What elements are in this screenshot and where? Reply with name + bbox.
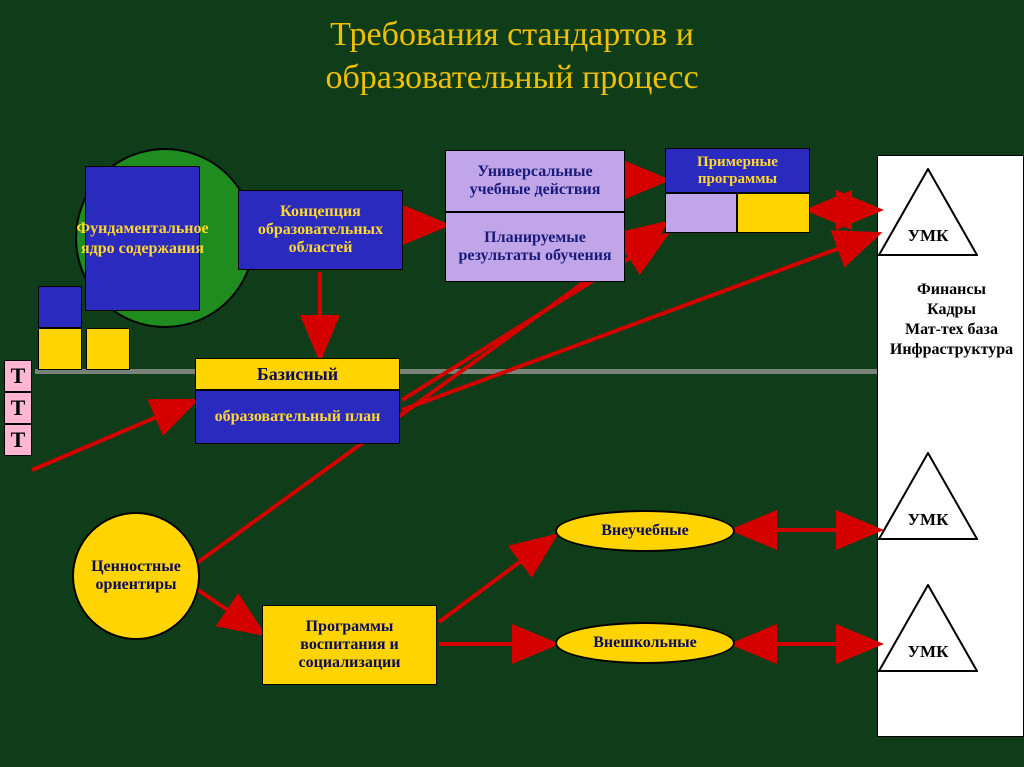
node-concept: Концепция образовательных областей [238,190,403,270]
node-extracurricular: Внеучебные [555,510,735,552]
node-values: Ценностные ориентиры [72,512,200,640]
node-ttt-1: Т [4,360,32,392]
node-core: Фундаментальное ядро содержания [85,166,200,311]
decor-yellow-2 [86,328,130,370]
triangle-umk-2: УМК [878,452,978,538]
decor-yellow-1 [38,328,82,370]
node-basis-bottom: образовательный план [195,390,400,444]
node-ttt-2: Т [4,392,32,424]
node-programs: Программы воспитания и социализации [262,605,437,685]
resources-text: Финансы Кадры Мат-тех база Инфраструктур… [879,280,1024,360]
node-outschool: Внешкольные [555,622,735,664]
node-universal: Универсальные учебные действия [445,150,625,212]
node-exemplary: Примерные программы [665,148,810,193]
node-ttt-3: Т [4,424,32,456]
triangle-umk-3: УМК [878,584,978,670]
node-basis-top: Базисный [195,358,400,390]
node-exemplary-yellow [737,193,810,233]
horizontal-divider [35,369,879,374]
page-title: Требования стандартов и образовательный … [0,14,1024,99]
node-planned: Планируемые результаты обучения [445,212,625,282]
decor-blue-1 [38,286,82,328]
title-line1: Требования стандартов и [330,16,694,53]
triangle-umk-1: УМК [878,168,978,254]
node-exemplary-lilac [665,193,737,233]
arrows-layer [0,0,1024,767]
title-line2: образовательный процесс [325,59,698,96]
